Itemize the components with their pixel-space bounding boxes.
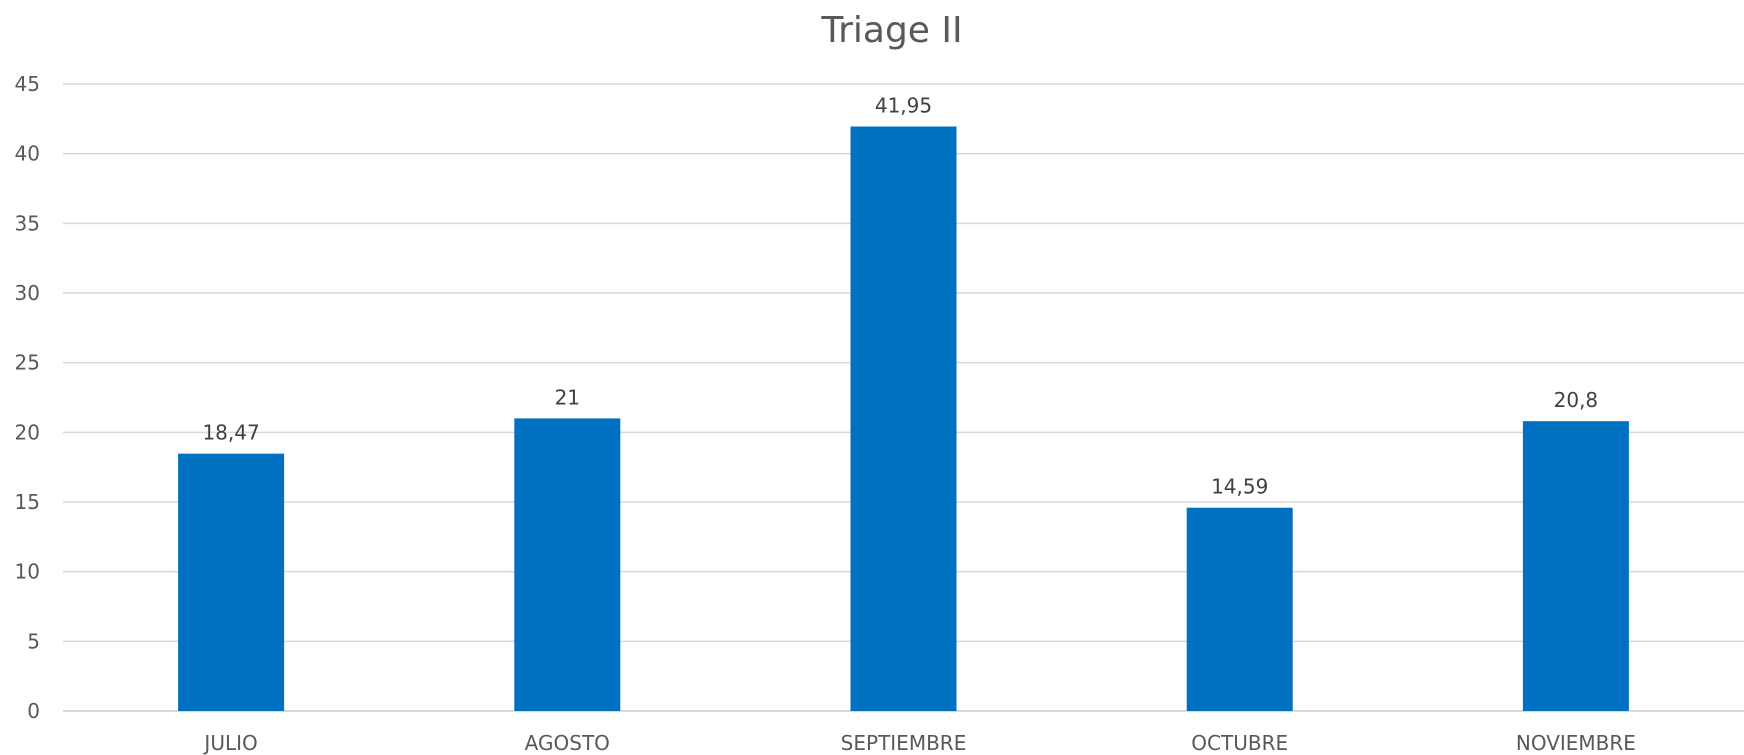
data-label: 41,95 — [875, 93, 932, 117]
x-category-label: NOVIEMBRE — [1516, 731, 1636, 755]
data-label: 18,47 — [202, 421, 259, 445]
data-label: 14,59 — [1211, 475, 1268, 499]
data-labels: 18,47 21 41,95 14,59 20,8 — [202, 93, 1598, 498]
bar — [850, 126, 957, 712]
data-label: 20,8 — [1554, 388, 1599, 412]
bar — [178, 453, 285, 711]
bar — [514, 418, 621, 711]
bar — [1522, 421, 1629, 711]
data-label: 21 — [555, 385, 580, 409]
x-axis-category-labels: JULIO AGOSTO SEPTIEMBRE OCTUBRE NOVIEMBRE — [202, 731, 1636, 755]
y-tick-label: 0 — [27, 699, 40, 723]
y-tick-label: 10 — [15, 560, 40, 584]
x-category-label: JULIO — [202, 731, 257, 755]
chart-title: Triage II — [820, 10, 962, 51]
bar — [1186, 507, 1293, 711]
y-tick-label: 30 — [15, 281, 40, 305]
y-tick-label: 20 — [15, 420, 40, 444]
y-tick-label: 45 — [15, 72, 40, 96]
y-tick-label: 25 — [15, 351, 40, 375]
bars — [178, 126, 1629, 712]
y-tick-label: 15 — [15, 490, 40, 514]
x-category-label: SEPTIEMBRE — [841, 731, 967, 755]
y-axis-tick-labels: 0 5 10 15 20 25 30 35 40 45 — [15, 72, 40, 723]
y-tick-label: 40 — [15, 142, 40, 166]
x-category-label: OCTUBRE — [1191, 731, 1288, 755]
y-tick-label: 35 — [15, 211, 40, 235]
y-tick-label: 5 — [27, 629, 40, 653]
x-category-label: AGOSTO — [525, 731, 610, 755]
